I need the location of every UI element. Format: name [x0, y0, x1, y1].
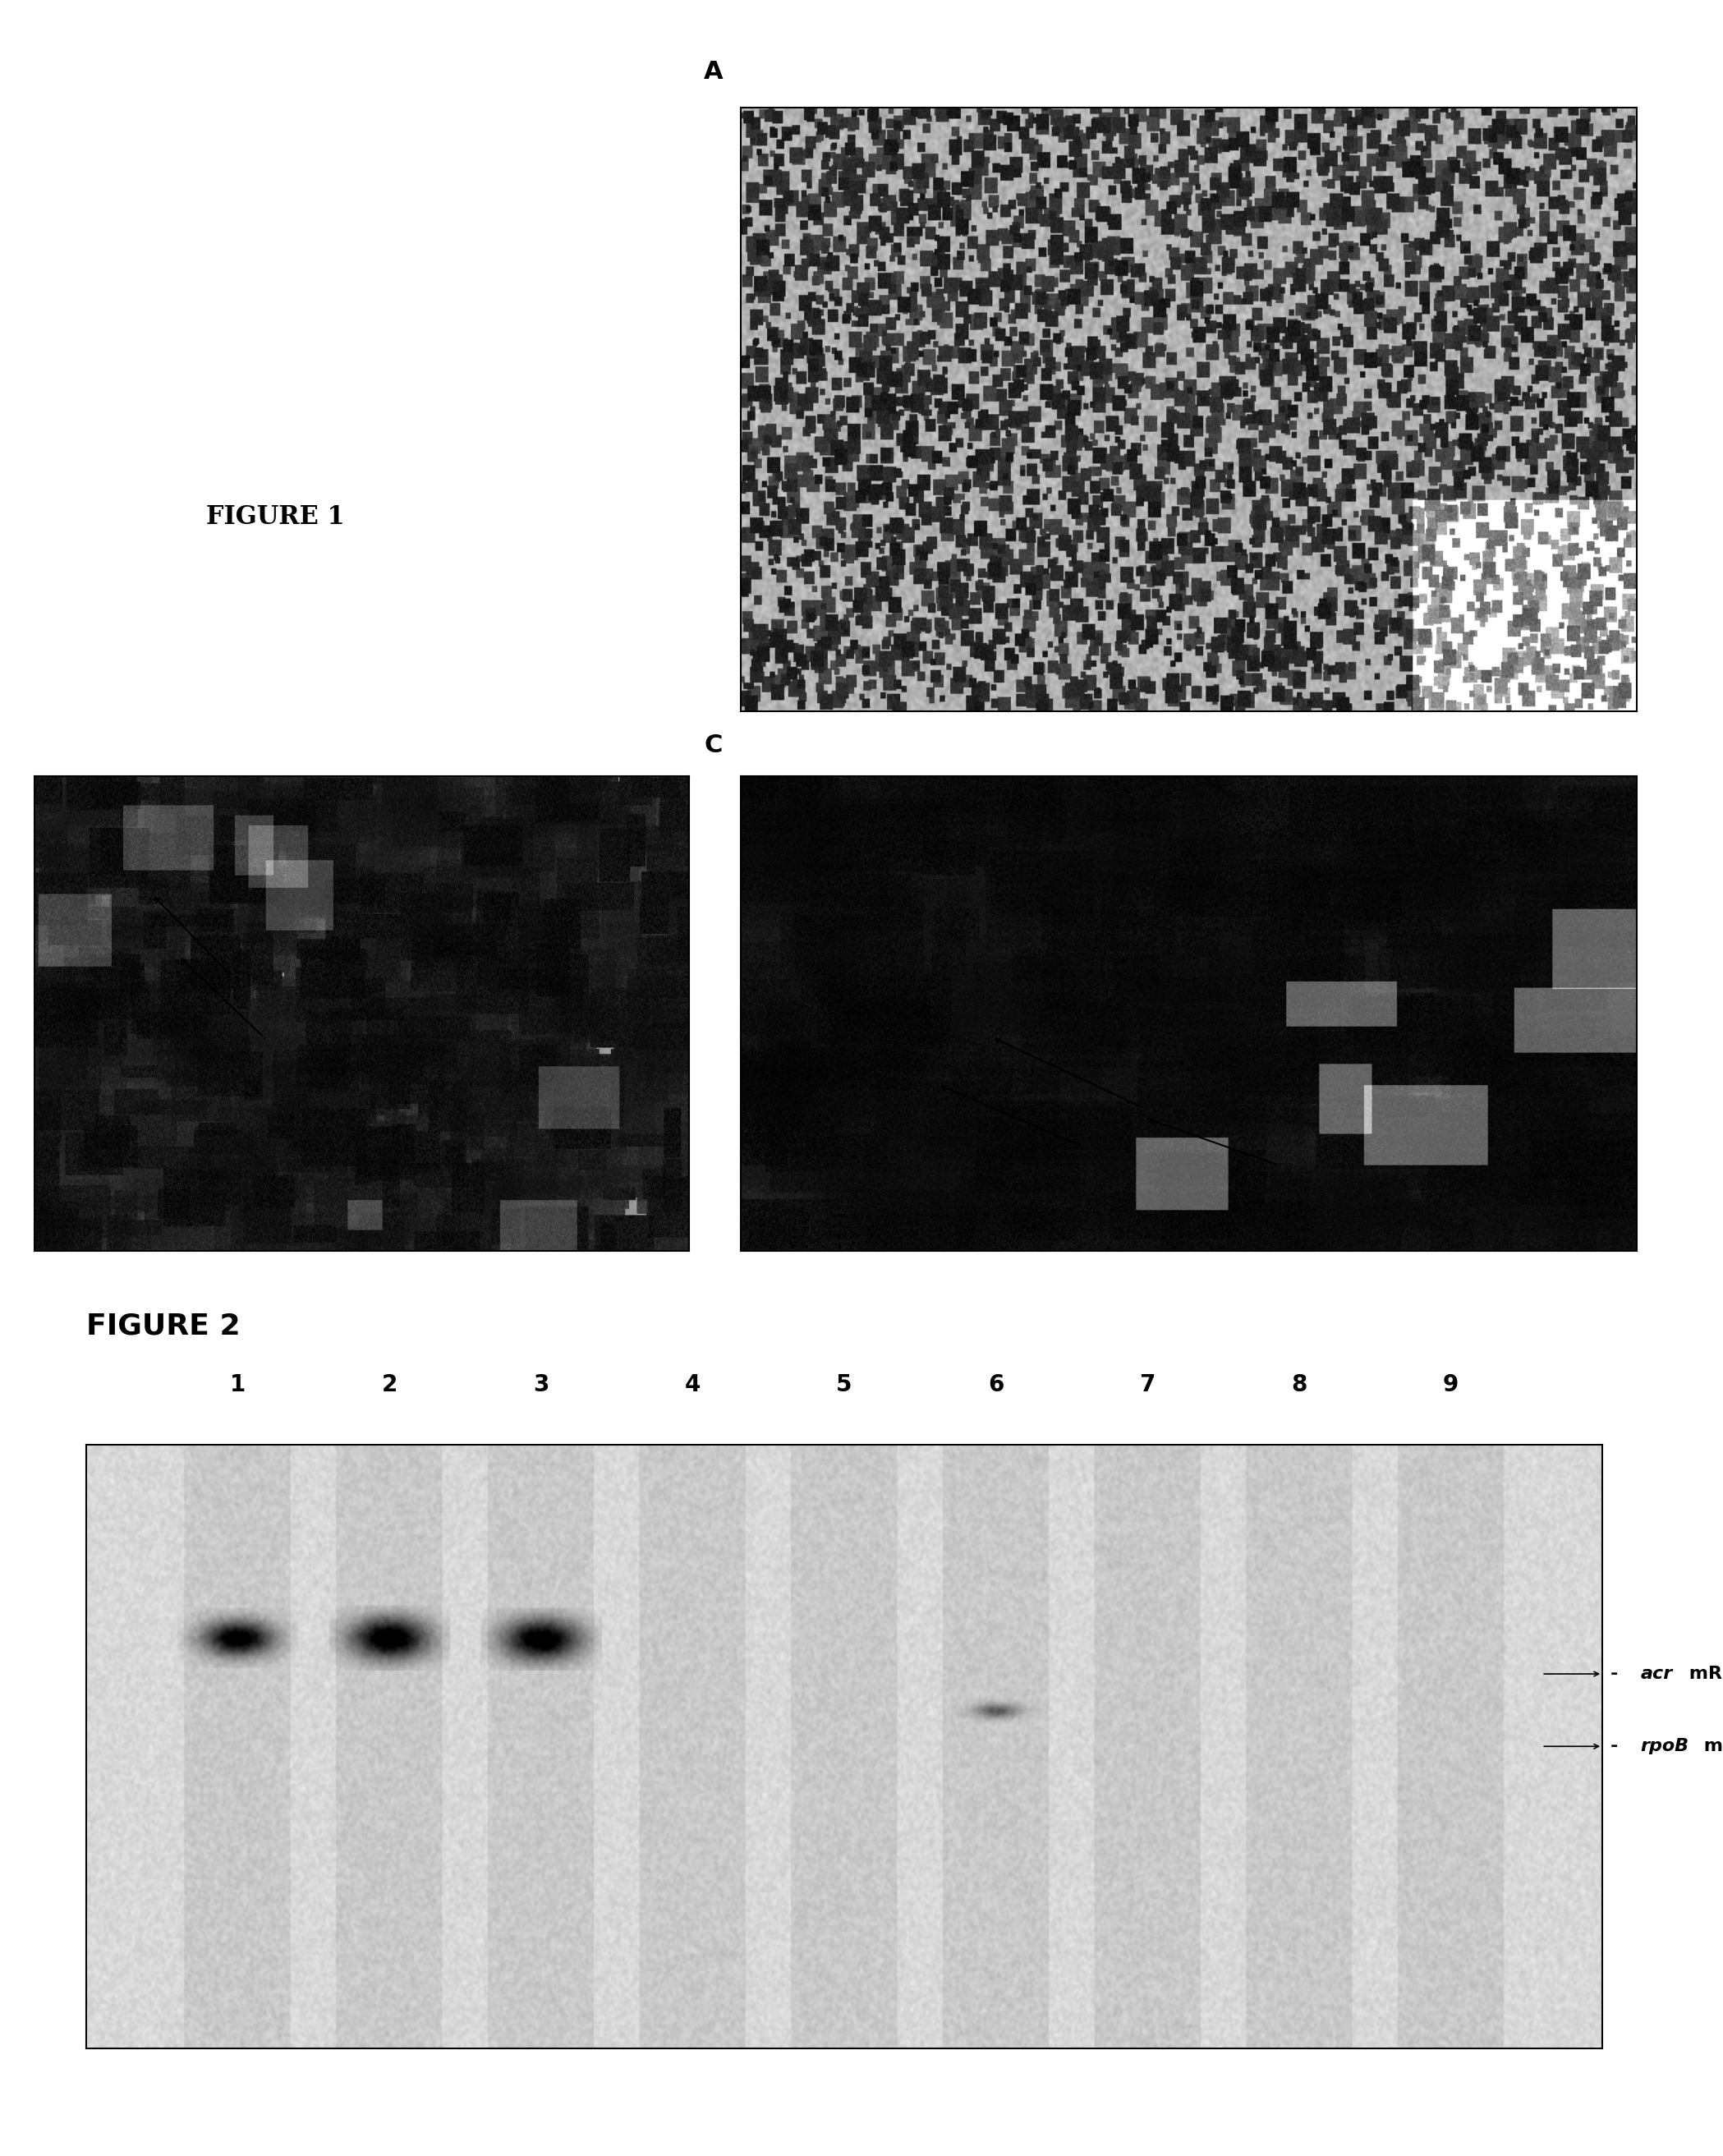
Text: FIGURE 2: FIGURE 2 [86, 1313, 239, 1339]
Text: -: - [1609, 1667, 1618, 1682]
Text: 6: 6 [987, 1373, 1005, 1397]
Text: 3: 3 [532, 1373, 550, 1397]
Text: FIGURE 1: FIGURE 1 [207, 505, 345, 530]
Text: mRNA: mRNA [1683, 1667, 1723, 1682]
Text: 9: 9 [1442, 1373, 1459, 1397]
Text: acr: acr [1640, 1667, 1673, 1682]
Text: 2: 2 [381, 1373, 398, 1397]
Text: A: A [703, 60, 724, 84]
Text: 7: 7 [1139, 1373, 1156, 1397]
Text: -: - [1609, 1738, 1618, 1755]
Text: mRNA: mRNA [1697, 1738, 1723, 1755]
Text: 5: 5 [836, 1373, 853, 1397]
Text: C: C [705, 733, 724, 757]
Text: 4: 4 [684, 1373, 701, 1397]
Text: 1: 1 [229, 1373, 246, 1397]
Text: rpoB: rpoB [1640, 1738, 1689, 1755]
Text: 8: 8 [1291, 1373, 1308, 1397]
